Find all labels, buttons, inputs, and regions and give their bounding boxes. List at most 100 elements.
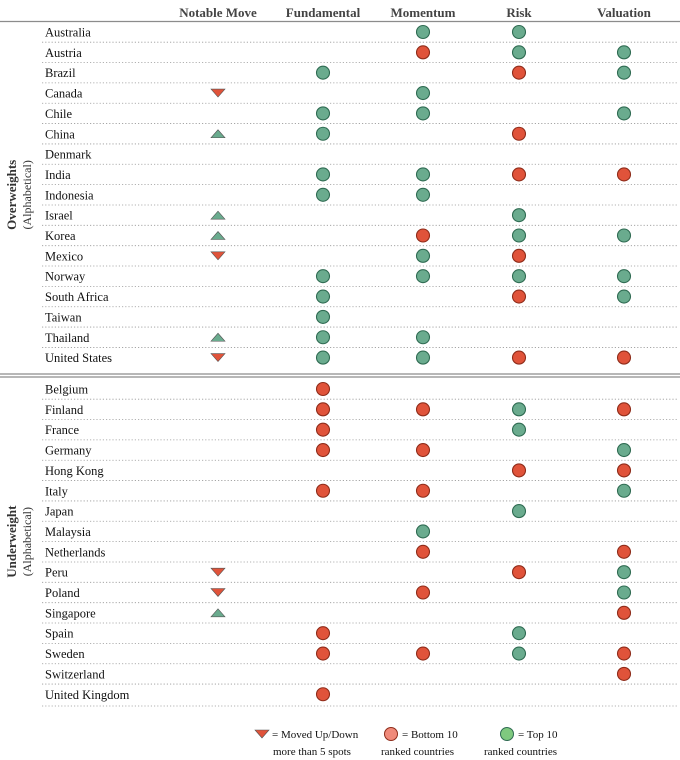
bottom-10-circle-icon (616, 666, 632, 681)
bottom-10-circle-icon (315, 422, 331, 437)
top-10-circle-icon (511, 45, 527, 60)
bottom-10-circle-icon (415, 483, 431, 498)
bottom-10-circle-icon (511, 463, 527, 478)
row-label: Hong Kong (45, 464, 104, 478)
triangle-up-icon (210, 129, 226, 139)
column-header-valuation: Valuation (597, 5, 651, 20)
legend-bottom-10-circle-icon (384, 727, 398, 741)
row-label: Israel (45, 209, 73, 223)
row-label: Belgium (45, 383, 88, 397)
top-10-circle-icon (415, 248, 431, 263)
triangle-up-icon (210, 608, 226, 618)
bottom-10-circle-icon (511, 289, 527, 304)
row-label: Mexico (45, 249, 83, 263)
bottom-10-circle-icon (616, 544, 632, 559)
legend-move-sublabel: more than 5 spots (273, 746, 351, 758)
legend-top-label: = Top 10 (518, 729, 558, 741)
row-label: Sweden (45, 647, 85, 661)
row-label: South Africa (45, 290, 109, 304)
bottom-10-circle-icon (616, 167, 632, 182)
top-10-circle-icon (415, 269, 431, 284)
row-label: Thailand (45, 331, 90, 345)
top-10-circle-icon (315, 65, 331, 80)
bottom-10-circle-icon (616, 463, 632, 478)
triangle-up-icon (210, 332, 226, 342)
row-label: China (45, 127, 75, 141)
top-10-circle-icon (511, 24, 527, 40)
top-10-circle-icon (415, 106, 431, 121)
legend-top-10-circle-icon (500, 727, 514, 741)
row-label: Austria (45, 46, 82, 60)
top-10-circle-icon (616, 65, 632, 80)
row-label: Chile (45, 107, 73, 121)
top-10-circle-icon (511, 626, 527, 641)
row-label: Indonesia (45, 188, 94, 202)
bottom-10-circle-icon (616, 646, 632, 661)
column-header-momentum: Momentum (391, 5, 456, 20)
row-label: Australia (45, 26, 91, 40)
top-10-circle-icon (415, 187, 431, 202)
column-header-risk: Risk (506, 5, 532, 20)
bottom-10-circle-icon (415, 646, 431, 661)
top-10-circle-icon (511, 402, 527, 417)
top-10-circle-icon (315, 269, 331, 284)
triangle-up-icon (210, 210, 226, 220)
top-10-circle-icon (315, 126, 331, 141)
top-10-circle-icon (511, 228, 527, 243)
row-label: Denmark (45, 148, 92, 162)
row-label: Finland (45, 403, 84, 417)
row-label: Peru (45, 566, 69, 580)
triangle-down-icon (210, 251, 226, 261)
row-label: Canada (45, 87, 83, 101)
top-10-circle-icon (315, 167, 331, 182)
bottom-10-circle-icon (415, 442, 431, 458)
bottom-10-circle-icon (315, 626, 331, 641)
top-10-circle-icon (315, 187, 331, 202)
top-10-circle-icon (616, 45, 632, 60)
top-10-circle-icon (415, 350, 431, 365)
overweights-section-subtitle: (Alphabetical) (20, 160, 34, 229)
bottom-10-circle-icon (511, 350, 527, 365)
top-10-circle-icon (415, 86, 431, 101)
top-10-circle-icon (616, 483, 632, 498)
bottom-10-circle-icon (616, 350, 632, 365)
row-label: Italy (45, 484, 69, 498)
row-label: Taiwan (45, 310, 82, 324)
top-10-circle-icon (616, 106, 632, 121)
row-label: Japan (45, 505, 74, 519)
top-10-circle-icon (511, 208, 527, 223)
overweights-section-title: Overweights (4, 160, 19, 230)
top-10-circle-icon (315, 289, 331, 304)
bottom-10-circle-icon (616, 605, 632, 620)
top-10-circle-icon (616, 442, 632, 458)
top-10-circle-icon (415, 330, 431, 345)
bottom-10-circle-icon (616, 402, 632, 417)
bottom-10-circle-icon (415, 585, 431, 600)
legend-triangle-down-icon (254, 729, 270, 739)
row-label: India (45, 168, 71, 182)
top-10-circle-icon (415, 524, 431, 539)
top-10-circle-icon (415, 167, 431, 182)
top-10-circle-icon (315, 309, 331, 324)
top-10-circle-icon (616, 228, 632, 243)
bottom-10-circle-icon (511, 167, 527, 182)
row-label: Switzerland (45, 667, 105, 681)
legend-bottom-sublabel: ranked countries (381, 746, 454, 758)
bottom-10-circle-icon (315, 687, 331, 702)
row-label: Poland (45, 586, 80, 600)
triangle-down-icon (210, 588, 226, 597)
column-header-fundamental: Fundamental (286, 5, 361, 20)
bottom-10-circle-icon (315, 483, 331, 498)
bottom-10-circle-icon (315, 646, 331, 661)
top-10-circle-icon (616, 289, 632, 304)
top-10-circle-icon (511, 422, 527, 437)
underweight-section-subtitle: (Alphabetical) (20, 507, 34, 576)
row-label: Brazil (45, 66, 76, 80)
row-label: Korea (45, 229, 76, 243)
legend-bottom-label: = Bottom 10 (402, 729, 458, 741)
bottom-10-circle-icon (415, 402, 431, 417)
top-10-circle-icon (315, 350, 331, 365)
bottom-10-circle-icon (511, 65, 527, 80)
row-label: Malaysia (45, 525, 91, 539)
